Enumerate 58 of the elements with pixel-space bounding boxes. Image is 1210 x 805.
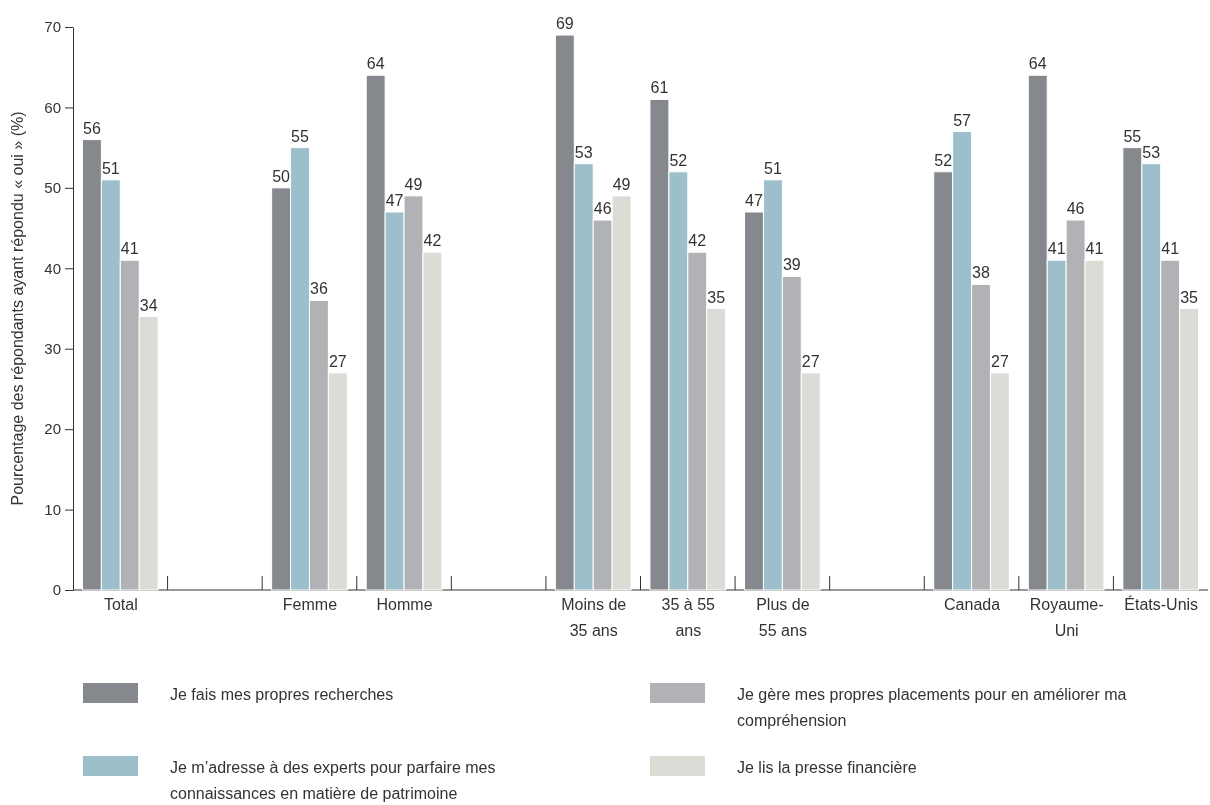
y-tick-label: 40 (44, 259, 61, 277)
data-label: 55 (291, 127, 309, 145)
data-label: 47 (385, 191, 404, 209)
data-label: 42 (423, 232, 442, 250)
data-label: 47 (745, 191, 763, 209)
x-tick-label: Femme (282, 596, 338, 613)
data-label: 41 (1161, 240, 1180, 258)
y-tick-label: 20 (44, 420, 61, 438)
data-label: 41 (1085, 240, 1104, 258)
legend-label: Je fais mes propres recherches (170, 686, 394, 703)
y-tick-label: 10 (44, 500, 61, 518)
data-label: 64 (366, 55, 385, 73)
y-tick-label: 50 (44, 179, 61, 197)
y-tick-label: 70 (44, 18, 61, 36)
y-tick-label: 0 (52, 581, 61, 599)
data-label: 27 (328, 352, 347, 370)
data-label: 46 (1066, 200, 1085, 218)
legend-label: Je m’adresse à des experts pour parfaire mes connaissances en matière de patrimoine (170, 759, 496, 802)
x-tick-label: États-Unis (1124, 595, 1199, 613)
data-label: 42 (688, 232, 707, 250)
x-tick-label: Plus de 55 ans (756, 596, 810, 639)
data-label: 36 (310, 280, 328, 298)
data-label: 52 (934, 151, 953, 169)
y-axis-title: Pourcentage des répondants ayant répondu « oui » (%) (9, 111, 26, 506)
y-tick-label: 60 (44, 98, 61, 116)
x-tick-label: 35 à 55 ans (661, 596, 716, 639)
x-tick-label: Royaume-Uni (1029, 596, 1104, 639)
legend-label: Je lis la presse financière (737, 759, 917, 776)
y-tick-label: 30 (44, 340, 61, 358)
data-label: 57 (953, 111, 972, 129)
data-label: 34 (139, 296, 158, 314)
data-label: 27 (991, 352, 1009, 370)
data-label: 35 (1180, 288, 1199, 306)
x-tick-label: Canada (944, 596, 1001, 613)
data-label: 69 (555, 15, 574, 33)
data-label: 46 (593, 200, 612, 218)
data-label: 51 (764, 159, 782, 177)
x-tick-label: Moins de 35 ans (561, 596, 627, 639)
data-label: 55 (1123, 127, 1142, 145)
data-label: 56 (83, 119, 101, 137)
data-label: 27 (801, 352, 820, 370)
data-label: 38 (972, 264, 990, 282)
data-label: 64 (1028, 55, 1047, 73)
data-label: 53 (574, 143, 593, 161)
x-tick-label: Homme (376, 596, 433, 613)
data-label: 41 (1047, 240, 1066, 258)
data-label: 49 (612, 175, 631, 193)
data-label: 35 (707, 288, 726, 306)
legend-label: Je gère mes propres placements pour en améliorer ma compréhension (737, 686, 1127, 729)
data-label: 39 (782, 256, 801, 274)
data-label: 49 (404, 175, 423, 193)
data-label: 50 (272, 167, 291, 185)
data-label: 52 (669, 151, 688, 169)
x-tick-label: Total (103, 596, 138, 613)
data-label: 61 (650, 79, 669, 97)
data-label: 41 (120, 240, 139, 258)
data-label: 51 (101, 159, 120, 177)
data-label: 53 (1142, 143, 1161, 161)
